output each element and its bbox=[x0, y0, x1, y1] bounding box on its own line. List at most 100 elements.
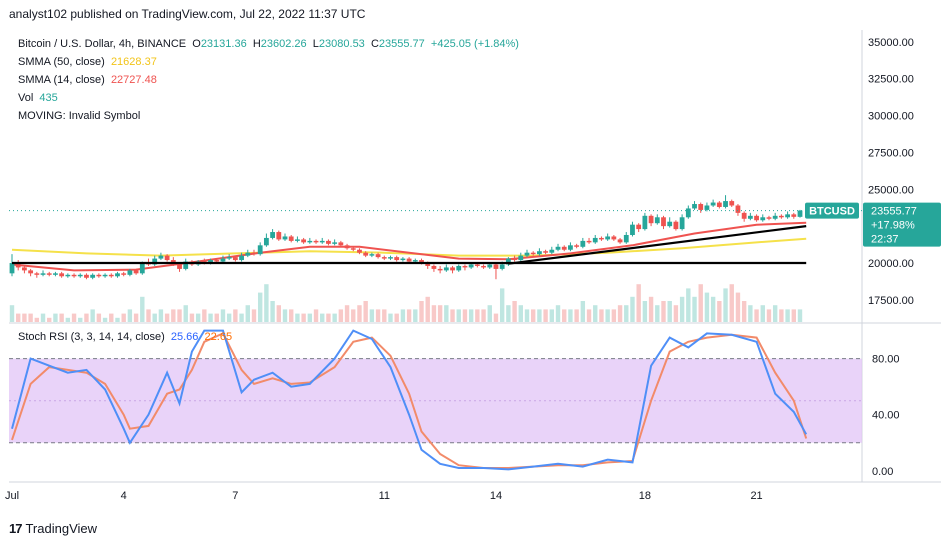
volume-bar bbox=[208, 313, 213, 322]
candle-body bbox=[648, 215, 654, 224]
candle-body bbox=[326, 240, 331, 244]
volume-bar bbox=[704, 292, 710, 322]
ohlc-low: 23080.53 bbox=[318, 38, 365, 50]
candle-body bbox=[586, 240, 592, 243]
volume-bar bbox=[282, 309, 288, 322]
candle-body bbox=[611, 236, 617, 240]
price-tick-label: 17500.00 bbox=[868, 295, 914, 307]
volume-bar bbox=[158, 309, 164, 322]
candle-body bbox=[108, 274, 114, 277]
candle-body bbox=[716, 202, 722, 207]
candle-body bbox=[59, 273, 65, 277]
volume-bar bbox=[679, 296, 685, 322]
candle-body bbox=[388, 257, 393, 259]
time-tick-label: 14 bbox=[490, 490, 502, 502]
volume-bar bbox=[741, 301, 747, 322]
candle-body bbox=[115, 273, 120, 277]
volume-bar bbox=[183, 305, 188, 322]
volume-bar bbox=[351, 309, 356, 322]
candle-body bbox=[741, 212, 747, 219]
volume-bar bbox=[450, 309, 455, 322]
ohlc-close-label: C bbox=[370, 38, 379, 50]
candle-body bbox=[636, 224, 642, 230]
volume-bar bbox=[766, 309, 772, 322]
candle-body bbox=[754, 215, 759, 221]
volume-bar bbox=[481, 309, 486, 322]
candle-body bbox=[574, 245, 580, 247]
volume-bar bbox=[624, 305, 629, 322]
volume-bar bbox=[648, 296, 654, 322]
volume-bar bbox=[772, 305, 778, 322]
volume-bar bbox=[661, 301, 666, 322]
volume-bar bbox=[301, 313, 306, 322]
time-tick-label: 18 bbox=[639, 490, 651, 502]
time-tick-label: 11 bbox=[379, 490, 390, 502]
candle-body bbox=[220, 258, 226, 262]
volume-bar bbox=[214, 313, 219, 322]
stoch-k-line bbox=[11, 329, 808, 471]
candle-body bbox=[443, 267, 449, 271]
candle-body bbox=[605, 236, 611, 240]
volume-bar bbox=[195, 313, 201, 322]
volume-bar bbox=[34, 317, 40, 322]
volume-bar bbox=[270, 301, 275, 322]
volume-bar bbox=[593, 305, 598, 322]
candle-body bbox=[28, 270, 34, 274]
trend-line bbox=[508, 225, 807, 265]
volume-bar bbox=[673, 305, 679, 322]
stoch-tick-label: 80.00 bbox=[872, 354, 900, 366]
volume-bar bbox=[456, 309, 461, 322]
candle-body bbox=[661, 217, 666, 227]
candle-body bbox=[282, 236, 288, 240]
volume-bar bbox=[400, 309, 406, 322]
candle-body bbox=[158, 255, 164, 259]
candle-body bbox=[350, 248, 356, 250]
candle-body bbox=[512, 258, 517, 261]
candle-body bbox=[419, 260, 424, 264]
candle-body bbox=[164, 255, 170, 261]
candle-body bbox=[518, 255, 524, 261]
candle-body bbox=[369, 254, 375, 256]
volume-bar bbox=[735, 292, 741, 322]
candle-body bbox=[425, 263, 431, 266]
volume-row: Vol 435 bbox=[18, 89, 519, 107]
volume-bar bbox=[96, 313, 102, 322]
volume-bar bbox=[468, 309, 474, 322]
candle-body bbox=[34, 273, 40, 275]
volume-bar bbox=[729, 284, 734, 322]
smma50-row: SMMA (50, close) 21628.37 bbox=[18, 53, 519, 71]
volume-bar bbox=[40, 313, 46, 322]
candle-body bbox=[375, 254, 381, 258]
candle-body bbox=[406, 258, 412, 262]
main-legend: Bitcoin / U.S. Dollar, 4h, BINANCE O2313… bbox=[18, 35, 519, 125]
volume-bar bbox=[543, 309, 548, 322]
volume-bar bbox=[257, 292, 263, 322]
candle-body bbox=[301, 239, 307, 243]
candle-body bbox=[46, 273, 52, 275]
volume-bar bbox=[338, 309, 344, 322]
candle-body bbox=[487, 264, 493, 268]
ohlc-close: 23555.77 bbox=[378, 38, 425, 50]
volume-bar bbox=[611, 309, 617, 322]
volume-bar bbox=[419, 301, 424, 322]
candle-body bbox=[667, 221, 673, 227]
volume-bar bbox=[71, 313, 77, 322]
volume-bar bbox=[320, 313, 325, 322]
volume-bar bbox=[313, 309, 319, 322]
volume-bar bbox=[487, 305, 492, 322]
candle-body bbox=[698, 204, 704, 210]
candle-body bbox=[704, 205, 710, 210]
volume-bar bbox=[605, 309, 610, 322]
candle-body bbox=[462, 265, 468, 268]
smma50-value: 21628.37 bbox=[110, 56, 157, 68]
volume-bar bbox=[723, 288, 728, 322]
publisher-line: analyst102 published on TradingView.com,… bbox=[9, 7, 366, 21]
candle-body bbox=[226, 257, 232, 259]
volume-bar bbox=[555, 305, 561, 322]
candle-body bbox=[760, 217, 766, 221]
ohlc-open-label: O bbox=[192, 38, 201, 50]
candle-body bbox=[53, 273, 58, 275]
volume-bar bbox=[332, 313, 337, 322]
volume-bar bbox=[779, 309, 784, 322]
